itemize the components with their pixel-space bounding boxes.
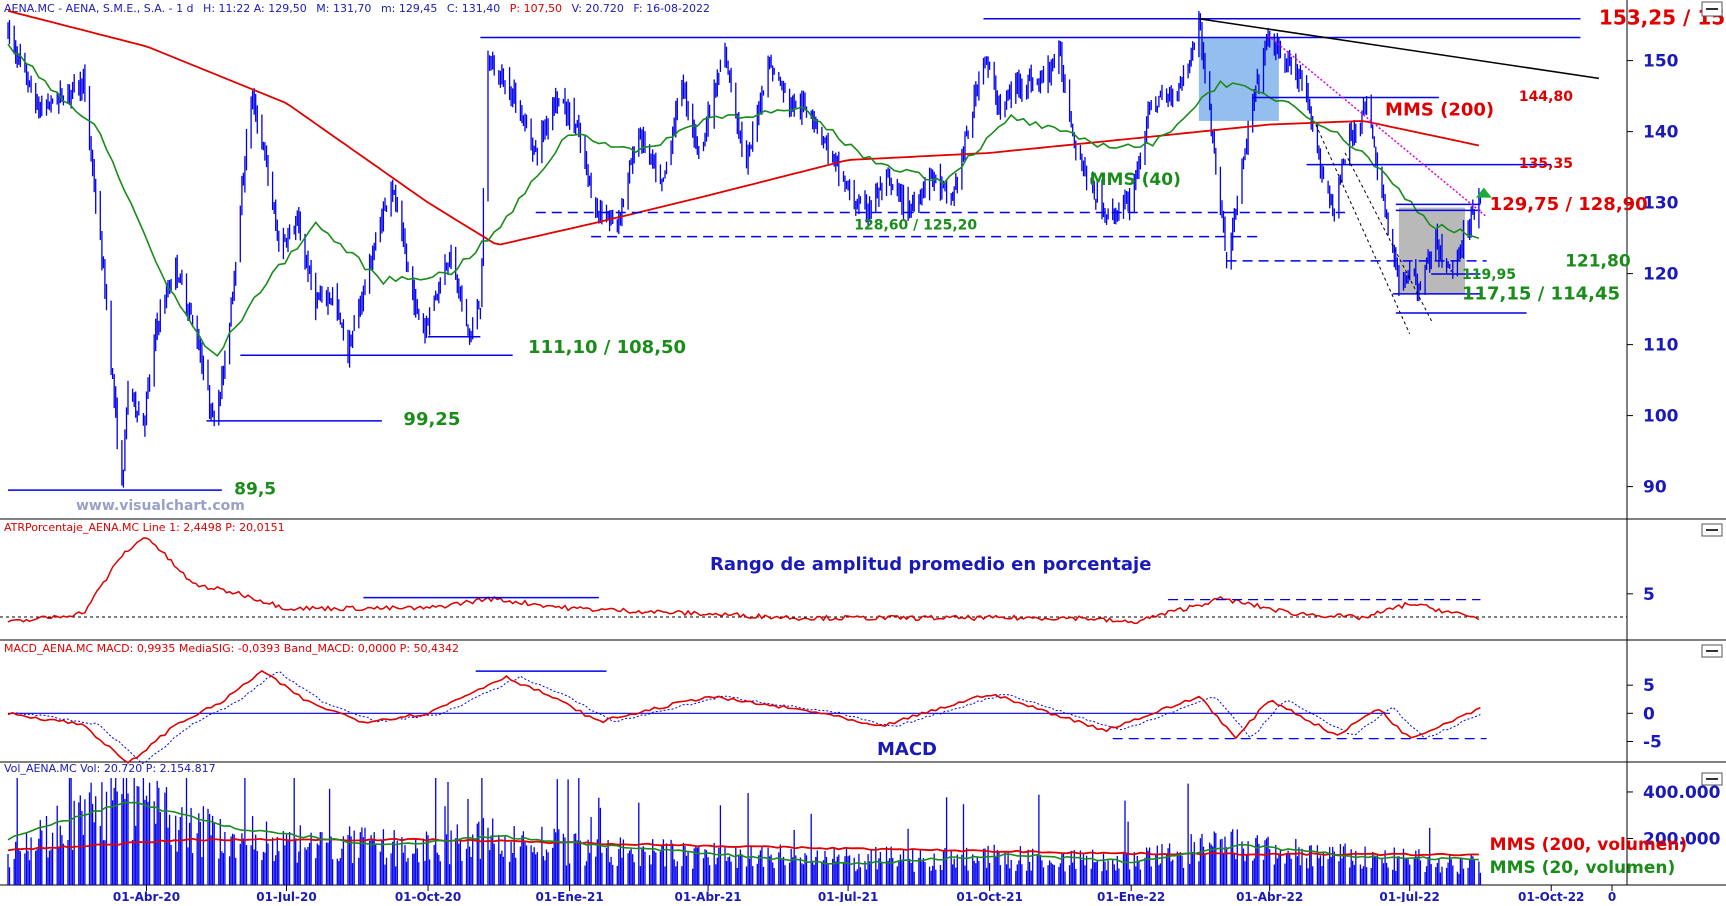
atr-y-tick-label: 5	[1643, 585, 1655, 605]
watermark: www.visualchart.com	[76, 498, 245, 514]
x-tick-label: 01-Ene-21	[535, 890, 603, 902]
volume-info-line: Vol_AENA.MC Vol: 20.720 P: 2.154.817	[4, 762, 216, 775]
atr-title: Rango de amplitud promedio en porcentaje	[710, 554, 1151, 575]
ma200-line	[7, 10, 1480, 246]
x-tick-label: 01-Jul-22	[1379, 890, 1439, 902]
price-y-tick-label: 140	[1643, 123, 1679, 143]
price-annotation: 99,25	[403, 409, 460, 430]
price-annotation: 128,60 / 125,20	[854, 218, 977, 234]
macd-panel-close-button[interactable]	[1701, 644, 1723, 658]
price-annotation: 135,35	[1519, 156, 1573, 172]
atr-panel-close-button[interactable]	[1701, 523, 1723, 537]
price-y-tick-label: 90	[1643, 478, 1667, 498]
price-annotation: MMS (40)	[1090, 170, 1181, 190]
macd-line	[7, 669, 1481, 764]
vol-y-tick-label: 200.000	[1643, 829, 1721, 849]
trendline-dotted-a	[1315, 124, 1411, 335]
x-tick-label: 01-Abr-22	[1236, 890, 1303, 902]
trendline-pink	[1267, 35, 1488, 218]
x-tick-label: 01-Abr-20	[113, 890, 180, 902]
info-close: C: 131,40	[447, 2, 500, 15]
price-annotation: 111,10 / 108,50	[528, 337, 686, 358]
x-tick-label: 01-Ene-22	[1097, 890, 1165, 902]
info-p: P: 107,50	[510, 2, 562, 15]
info-low: m: 129,45	[381, 2, 437, 15]
x-tick-label: 01-Jul-20	[256, 890, 316, 902]
info-high: M: 131,70	[316, 2, 371, 15]
volume-panel-close-button[interactable]	[1701, 772, 1723, 786]
x-tick-label: 01-Oct-21	[956, 890, 1022, 902]
macd-y-tick-label: -5	[1643, 732, 1662, 752]
macd-y-tick-label: 0	[1643, 704, 1655, 724]
price-annotation: 89,5	[234, 479, 276, 499]
x-tick-label: 01-Abr-21	[674, 890, 741, 902]
volume-ma20-line	[7, 801, 1479, 866]
price-y-tick-label: 150	[1643, 52, 1679, 72]
price-y-tick-label: 110	[1643, 336, 1679, 356]
price-annotation: 119,95	[1462, 267, 1516, 283]
price-y-tick-label: 130	[1643, 194, 1679, 214]
x-tick-label: 01-Jul-21	[818, 890, 878, 902]
atr-line	[7, 537, 1480, 625]
info-date: F: 16-08-2022	[633, 2, 710, 15]
price-annotation: 121,80	[1565, 252, 1631, 272]
x-tick-label: 0	[1608, 890, 1616, 902]
macd-signal-line	[7, 671, 1481, 765]
x-tick-label: 01-Oct-22	[1518, 890, 1584, 902]
volume-ma20-label: MMS (20, volumen)	[1490, 858, 1676, 878]
ma40-line	[7, 43, 1480, 357]
price-annotation: 144,80	[1519, 89, 1573, 105]
price-annotation: 129,75 / 128,90	[1490, 194, 1648, 215]
price-annotation: 117,15 / 114,45	[1462, 284, 1620, 305]
breakout-arrow-icon	[1475, 187, 1492, 198]
volume-ma200-label: MMS (200, volumen)	[1490, 835, 1687, 855]
price-info-line: AENA.MC - AENA, S.M.E., S.A. - 1 d H: 11…	[4, 2, 710, 15]
trendline-dotted-b	[1344, 152, 1434, 324]
info-vol: V: 20.720	[572, 2, 624, 15]
volume-ma200-line	[7, 837, 1479, 857]
macd-y-tick-label: 5	[1643, 676, 1655, 696]
macd-title: MACD	[877, 739, 937, 760]
price-y-tick-label: 100	[1643, 407, 1679, 427]
x-tick-label: 01-Oct-20	[395, 890, 461, 902]
price-y-tick-label: 120	[1643, 265, 1679, 285]
macd-info-line: MACD_AENA.MC MACD: 0,9935 MediaSIG: -0,0…	[4, 642, 459, 655]
vol-y-tick-label: 400.000	[1643, 783, 1721, 803]
info-open: H: 11:22 A: 129,50	[203, 2, 307, 15]
price-annotation: MMS (200)	[1385, 99, 1494, 120]
atr-info-line: ATRPorcentaje_AENA.MC Line 1: 2,4498 P: …	[4, 521, 285, 534]
bottom-range-highlight	[1398, 207, 1466, 294]
info-symbol: AENA.MC - AENA, S.M.E., S.A. - 1 d	[4, 2, 194, 15]
trendline-black	[1198, 17, 1600, 80]
price-panel-close-button[interactable]	[1701, 1, 1723, 17]
